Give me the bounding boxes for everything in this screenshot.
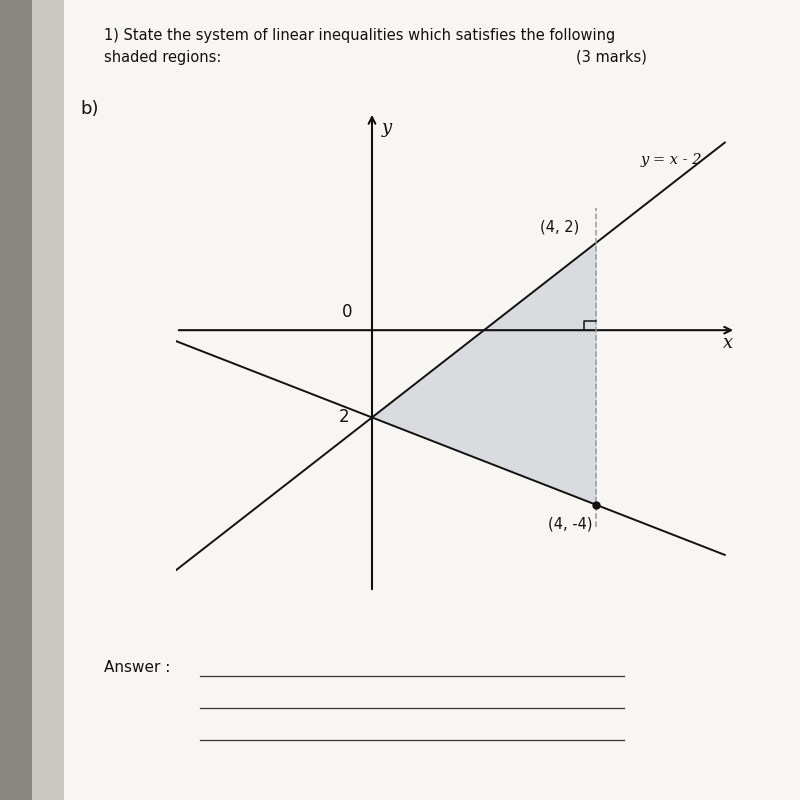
Text: 2: 2 [339, 409, 350, 426]
Text: 1) State the system of linear inequalities which satisfies the following: 1) State the system of linear inequaliti… [104, 28, 615, 43]
Text: b): b) [80, 100, 98, 118]
Text: (3 marks): (3 marks) [576, 50, 647, 65]
Polygon shape [372, 243, 596, 505]
Text: 0: 0 [342, 302, 352, 321]
Text: x: x [722, 334, 733, 352]
Text: y: y [382, 118, 392, 137]
Text: y = x - 2: y = x - 2 [641, 154, 702, 167]
Text: shaded regions:: shaded regions: [104, 50, 222, 65]
Text: Answer :: Answer : [104, 660, 175, 675]
Text: (4, -4): (4, -4) [549, 517, 593, 532]
Text: (4, 2): (4, 2) [540, 220, 579, 235]
